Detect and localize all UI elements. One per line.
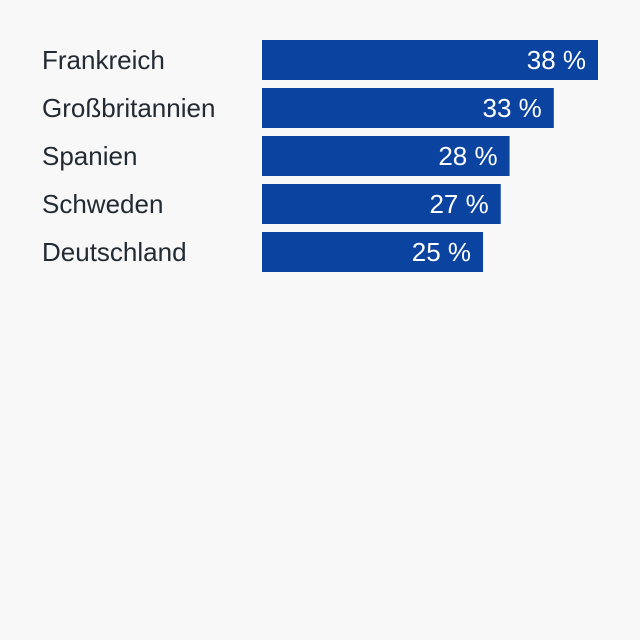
bar — [262, 136, 510, 176]
category-label: Frankreich — [42, 45, 165, 75]
bar — [262, 88, 554, 128]
value-label: 27 % — [429, 189, 488, 219]
bar — [262, 40, 598, 80]
value-label: 25 % — [412, 237, 471, 267]
category-label: Deutschland — [42, 237, 187, 267]
bars-group: Frankreich 38 % Großbritannien 33 % Spanien 2… — [42, 40, 598, 272]
value-label: 38 % — [527, 45, 586, 75]
category-label: Spanien — [42, 141, 137, 171]
bar — [262, 232, 484, 272]
value-label: 33 % — [483, 93, 542, 123]
bar — [262, 184, 501, 224]
category-label: Großbritannien — [42, 93, 215, 123]
value-label: 28 % — [438, 141, 497, 171]
category-label: Schweden — [42, 189, 163, 219]
